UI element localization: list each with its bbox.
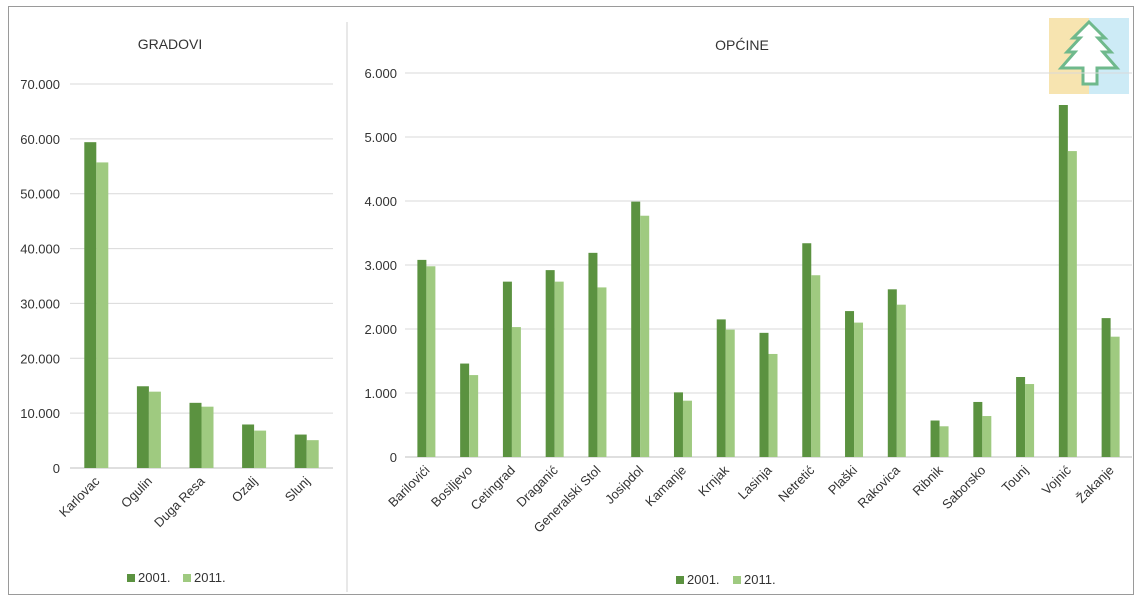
x-category-label: Cetingrad [468,463,518,513]
y-tick-label: 70.000 [20,77,60,92]
bar-2001-16 [1058,105,1068,457]
bar-2001-3 [189,402,202,468]
y-tick-label: 50.000 [20,187,60,202]
bar-2011-6 [640,215,650,457]
x-category-label: Josipdol [602,462,646,506]
bar-2011-8 [725,329,735,457]
bar-2011-17 [1110,336,1120,457]
bar-2011-13 [939,426,949,457]
bar-2011-5 [306,440,319,468]
x-category-label: Žakanje [1073,463,1116,506]
legend-label-2011: 2011. [194,570,226,585]
y-tick-label: 6.000 [364,66,397,81]
chart-title-opcine: OPĆINE [715,37,769,53]
bar-2001-1 [84,142,97,468]
bar-2001-8 [716,319,726,457]
x-category-label: Netretić [775,462,818,505]
x-category-label: Krnjak [695,462,732,499]
bar-2001-3 [502,281,512,457]
bar-2001-12 [887,289,897,457]
legend-opcine: 2001. 2011. [676,572,776,587]
bar-2001-17 [1101,318,1111,457]
y-tick-label: 5.000 [364,130,397,145]
legend-label-2011: 2011. [744,572,776,587]
y-tick-label: 20.000 [20,351,60,366]
y-tick-label: 0 [53,461,60,476]
y-tick-label: 1.000 [364,386,397,401]
bar-2011-2 [469,375,479,457]
bar-2011-14 [982,416,992,457]
y-tick-label: 60.000 [20,132,60,147]
fir-tree-logo-icon [1049,18,1129,94]
bar-2001-15 [1016,377,1026,457]
bar-2001-1 [417,259,427,457]
bar-2011-7 [682,400,692,457]
y-tick-label: 2.000 [364,322,397,337]
bar-2011-3 [201,406,214,468]
bar-2001-7 [673,392,683,457]
chart-title-gradovi: GRADOVI [138,36,203,52]
y-tick-label: 3.000 [364,258,397,273]
bar-2001-5 [294,434,307,468]
y-tick-label: 10.000 [20,406,60,421]
x-category-label: Ribnik [910,462,947,499]
bar-2011-9 [768,353,778,457]
bar-2011-4 [554,281,564,457]
x-category-label: Barilovići [385,462,432,509]
bar-2011-11 [854,322,864,457]
legend-swatch-2001 [676,576,684,584]
x-category-label: Kamanje [642,463,689,510]
bar-2001-14 [973,401,983,457]
legend-label-2001: 2001. [138,570,171,585]
x-category-label: Tounj [999,462,1032,495]
bar-2001-5 [588,252,598,457]
x-category-label: Saborsko [939,463,988,512]
bar-2001-9 [759,332,769,457]
figure-frame [8,6,1134,595]
bar-2001-2 [136,386,149,468]
x-category-label: Plaški [825,462,860,497]
legend-swatch-2001 [127,574,135,582]
bar-2001-6 [631,201,641,457]
bar-2011-16 [1067,151,1077,457]
bar-2011-15 [1025,384,1035,457]
bar-2001-4 [242,424,255,468]
bar-2011-3 [511,327,521,457]
bar-2001-13 [930,420,940,457]
bar-2011-4 [254,430,267,468]
bar-2001-11 [845,311,855,457]
bar-2011-10 [811,275,821,457]
legend-gradovi: 2001. 2011. [127,570,226,585]
bar-2011-2 [148,391,161,468]
bar-2001-10 [802,243,812,457]
y-tick-label: 0 [390,450,397,465]
bar-2011-1 [426,266,436,457]
legend-label-2001: 2001. [687,572,720,587]
bar-2011-1 [96,162,109,469]
y-tick-label: 4.000 [364,194,397,209]
bar-2011-12 [896,304,906,457]
bar-2001-2 [460,363,470,457]
x-category-label: Rakovica [855,462,904,511]
bar-2001-4 [545,270,555,457]
y-tick-label: 30.000 [20,296,60,311]
bar-2011-5 [597,287,607,457]
legend-swatch-2011 [183,574,191,582]
legend-swatch-2011 [733,576,741,584]
x-category-label: Lasinja [735,462,775,502]
x-category-label: Vojnić [1039,462,1074,497]
y-tick-label: 40.000 [20,242,60,257]
